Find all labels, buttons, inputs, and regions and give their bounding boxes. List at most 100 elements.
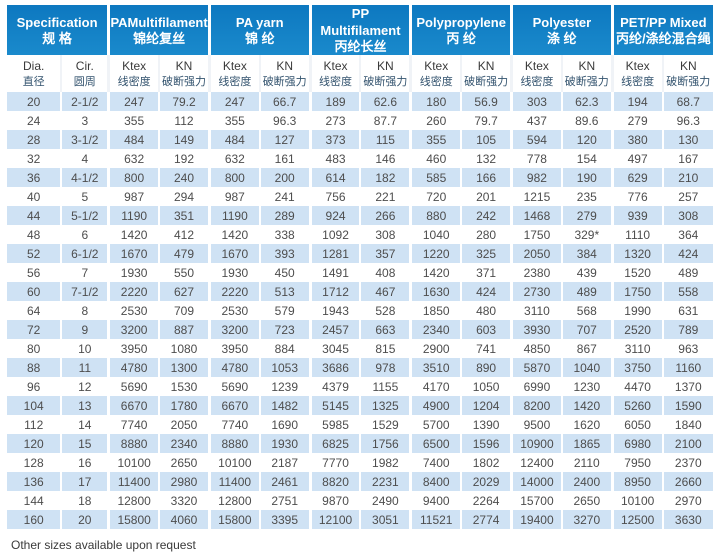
cell-value: 1482 bbox=[259, 396, 312, 415]
cell-value: 7740 bbox=[209, 415, 261, 434]
cell-diameter: 44 bbox=[7, 206, 63, 225]
cell-value: 289 bbox=[259, 206, 312, 225]
cell-diameter: 136 bbox=[7, 472, 63, 491]
sub-label-zh: 破断强力 bbox=[464, 75, 509, 88]
cell-value: 10100 bbox=[612, 491, 664, 510]
cell-value: 2050 bbox=[511, 244, 563, 263]
sub-column-ktex-2: Ktex 线密度 bbox=[108, 55, 161, 92]
sub-column-kn-11: KN 破断强力 bbox=[561, 55, 614, 92]
cell-diameter: 48 bbox=[7, 225, 63, 244]
cell-value: 154 bbox=[561, 149, 614, 168]
cell-value: 1155 bbox=[360, 377, 413, 396]
cell-value: 3045 bbox=[310, 339, 362, 358]
table-row: 20 2-1/2 247 79.2 247 66.7 189 62.6 180 56.9 303 62… bbox=[7, 92, 713, 111]
cell-value: 1390 bbox=[461, 415, 514, 434]
cell-value: 355 bbox=[209, 111, 261, 130]
cell-value: 146 bbox=[360, 149, 413, 168]
cell-value: 19400 bbox=[511, 510, 563, 529]
cell-value: 5700 bbox=[410, 415, 463, 434]
sub-column-ktex-8: Ktex 线密度 bbox=[410, 55, 463, 92]
cell-value: 815 bbox=[360, 339, 413, 358]
column-group-pa-yarn: PA yarn 锦 纶 bbox=[209, 5, 312, 55]
cell-value: 963 bbox=[678, 341, 699, 356]
group-label-zh: 丙纶/涤纶混合绳 bbox=[616, 30, 711, 46]
cell-value: 776 bbox=[612, 187, 664, 206]
cell-value: 166 bbox=[461, 168, 514, 187]
cell-value: 2530 bbox=[108, 301, 161, 320]
sub-column-ktex-10: Ktex 线密度 bbox=[511, 55, 563, 92]
cell-value: 112 bbox=[159, 111, 211, 130]
cell-circumference: 14 bbox=[61, 415, 111, 434]
table-row: 28 3-1/2 484 149 484 127 373 115 355 105 594 120 380… bbox=[7, 130, 713, 149]
cell-diameter: 64 bbox=[7, 301, 63, 320]
cell-value: 8880 bbox=[108, 434, 161, 453]
cell-value: 631 bbox=[678, 303, 699, 318]
sub-label-en: KN bbox=[578, 58, 596, 73]
cell-value: 2370 bbox=[674, 455, 702, 470]
sub-column-kn-13: KN 破断强力 bbox=[662, 55, 713, 92]
cell-circumference: 5-1/2 bbox=[61, 206, 111, 225]
cell-diameter: 88 bbox=[7, 358, 63, 377]
cell-value: 4060 bbox=[159, 510, 211, 529]
cell-value: 484 bbox=[209, 130, 261, 149]
cell-value: 15700 bbox=[511, 491, 563, 510]
column-group-pet-pp-mixed: PET/PP Mixed 丙纶/涤纶混合绳 bbox=[612, 5, 713, 55]
cell-value: 884 bbox=[259, 339, 312, 358]
cell-value: 115 bbox=[360, 130, 413, 149]
cell-value: 308 bbox=[360, 225, 413, 244]
cell-circumference: 7 bbox=[61, 263, 111, 282]
table-row: 72 9 3200 887 3200 723 2457 663 2340 603 3930 707 25… bbox=[7, 320, 713, 339]
cell-value: 1320 bbox=[612, 244, 664, 263]
cell-value: 260 bbox=[410, 111, 463, 130]
cell-value: 62.6 bbox=[360, 92, 413, 111]
cell-value: 3950 bbox=[209, 339, 261, 358]
cell-value: 10100 bbox=[209, 453, 261, 472]
cell-value: 1530 bbox=[159, 377, 211, 396]
cell-value: 1420 bbox=[410, 263, 463, 282]
cell-value: 56.9 bbox=[461, 92, 514, 111]
cell-value: 987 bbox=[108, 187, 161, 206]
cell-value: 11400 bbox=[108, 472, 161, 491]
cell-value: 1220 bbox=[410, 244, 463, 263]
cell-value: 439 bbox=[561, 263, 614, 282]
sub-label-en: Ktex bbox=[122, 58, 147, 73]
sub-label-zh: 破断强力 bbox=[161, 75, 206, 88]
cell-value: 1040 bbox=[410, 225, 463, 244]
cell-value: 585 bbox=[410, 168, 463, 187]
cell-value: 2520 bbox=[612, 320, 664, 339]
cell-value: 10900 bbox=[511, 434, 563, 453]
cell-value: 4850 bbox=[511, 339, 563, 358]
cell-circumference: 2-1/2 bbox=[61, 92, 111, 111]
cell-value: 194 bbox=[612, 92, 664, 111]
cell-value: 1520 bbox=[612, 263, 664, 282]
cell-value: 12100 bbox=[310, 510, 362, 529]
cell-value: 7770 bbox=[310, 453, 362, 472]
cell-value: 241 bbox=[259, 187, 312, 206]
cell-value: 132 bbox=[461, 149, 514, 168]
table-row: 144 18 12800 3320 12800 2751 9870 2490 9400 2264 1… bbox=[7, 491, 713, 510]
cell-circumference: 16 bbox=[61, 453, 111, 472]
cell-value: 1092 bbox=[310, 225, 362, 244]
cell-value: 890 bbox=[461, 358, 514, 377]
cell-value: 550 bbox=[159, 263, 211, 282]
cell-value: 627 bbox=[159, 282, 211, 301]
cell-value: 1982 bbox=[360, 453, 413, 472]
cell-value: 3750 bbox=[612, 358, 664, 377]
sub-label-en: KN bbox=[679, 58, 697, 73]
cell-diameter: 128 bbox=[7, 453, 63, 472]
group-label-zh: 丙 纶 bbox=[446, 30, 476, 46]
cell-value: 2650 bbox=[159, 453, 211, 472]
cell-value: 2220 bbox=[108, 282, 161, 301]
sub-header-row: Dia. 直径 Cir. 圆周 Ktex 线密度 KN 破断强力 Ktex 线密度 KN 破断强力 Kt… bbox=[7, 55, 713, 92]
cell-value: 235 bbox=[561, 187, 614, 206]
cell-value: 629 bbox=[612, 168, 664, 187]
cell-value: 1712 bbox=[310, 282, 362, 301]
sub-label-en: Ktex bbox=[625, 58, 650, 73]
sub-label-zh: 破断强力 bbox=[262, 75, 307, 88]
cell-value: 380 bbox=[612, 130, 664, 149]
cell-value: 3510 bbox=[410, 358, 463, 377]
cell-value: 7400 bbox=[410, 453, 463, 472]
group-label-en: PET/PP Mixed bbox=[620, 14, 707, 30]
cell-value: 2050 bbox=[159, 415, 211, 434]
cell-value: 1670 bbox=[209, 244, 261, 263]
